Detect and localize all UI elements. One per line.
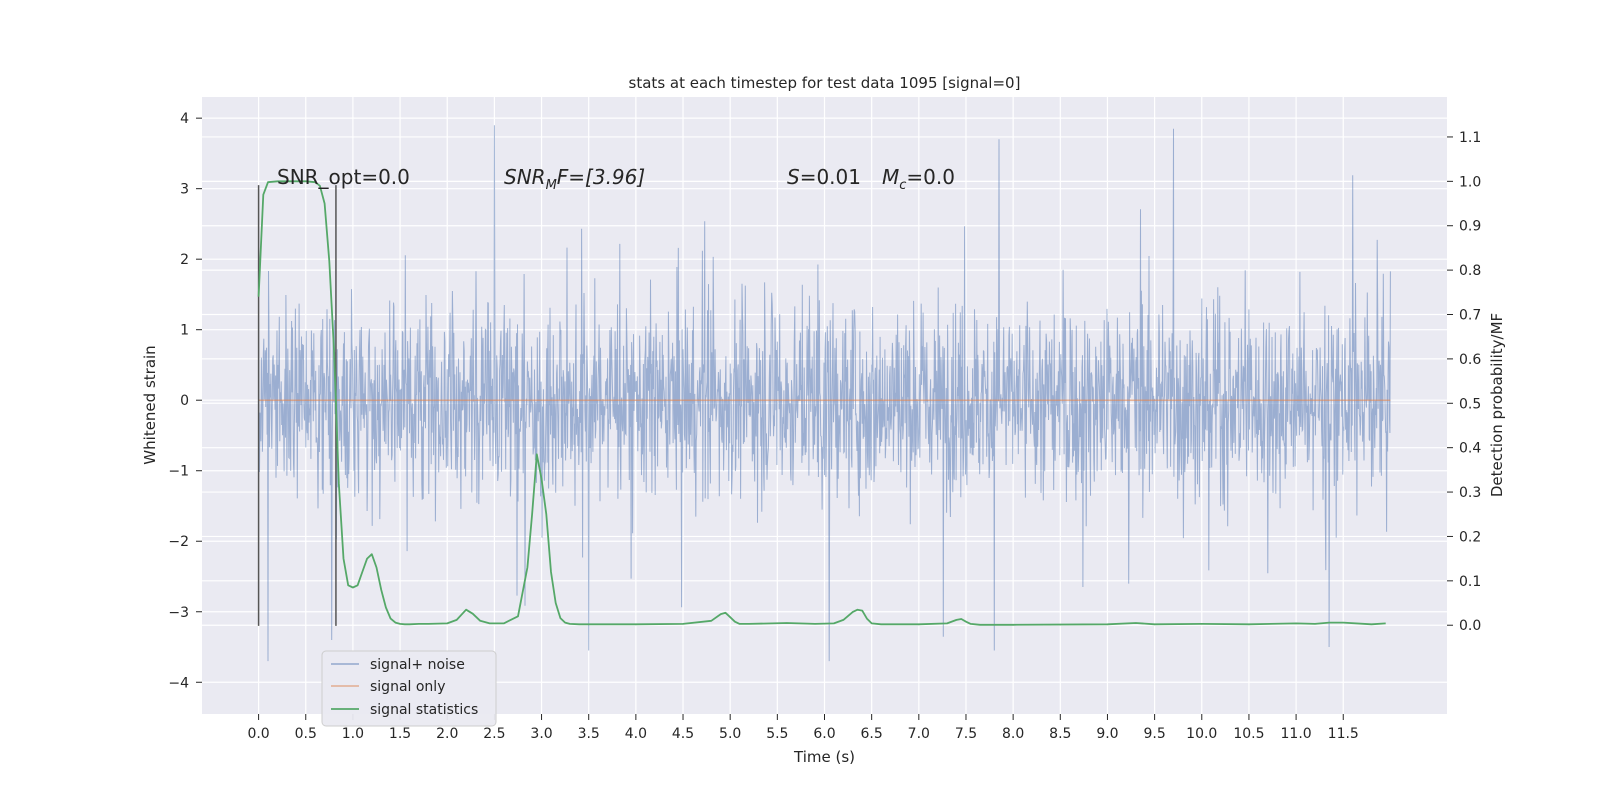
- x-tick-label: 4.5: [672, 726, 694, 742]
- x-tick-label: 4.0: [625, 726, 647, 742]
- x-tick-label: 8.5: [1049, 726, 1071, 742]
- annotation-snr-opt: SNR_opt=0.0: [277, 165, 410, 189]
- y-axis-label: Whitened strain: [141, 345, 159, 464]
- annotation-s: S=0.01: [787, 165, 861, 189]
- x-tick-label: 3.0: [530, 726, 552, 742]
- x-tick-label: 9.0: [1096, 726, 1118, 742]
- x-tick-label: 1.5: [389, 726, 411, 742]
- legend-box: [321, 650, 497, 727]
- annotation-snr-mf: SNRMF=[3.96]: [504, 165, 645, 193]
- x-tick-label: 0.5: [295, 726, 317, 742]
- y-right-tick-label: 0.3: [1459, 485, 1481, 501]
- x-tick-label: 11.5: [1328, 726, 1359, 742]
- y-tick-label: 2: [180, 252, 189, 268]
- y-right-tick-label: 0.1: [1459, 574, 1481, 590]
- y-tick-label: 0: [180, 393, 189, 409]
- annotation-snr-mf-sub: M: [546, 178, 557, 193]
- x-tick-label: 1.0: [342, 726, 364, 742]
- y-tick-label: 4: [180, 111, 189, 127]
- x-tick-label: 6.5: [861, 726, 883, 742]
- y-right-tick-label: 0.9: [1459, 219, 1481, 235]
- x-tick-label: 2.0: [436, 726, 458, 742]
- y-right-tick-label: 1.1: [1459, 130, 1481, 146]
- annotation-mc: Mc=0.0: [882, 165, 955, 193]
- x-tick-label: 6.0: [813, 726, 835, 742]
- y-right-tick-label: 0.8: [1459, 263, 1481, 279]
- x-tick-label: 3.5: [578, 726, 600, 742]
- y-tick-label: −4: [168, 675, 189, 691]
- x-tick-label: 5.0: [719, 726, 741, 742]
- annotation-mc-main: M: [882, 165, 899, 189]
- legend-label-stats: signal statistics: [370, 702, 478, 718]
- annotation-snr-mf-rest: F=[3.96]: [557, 165, 645, 189]
- signal-statistics-line: [257, 180, 1386, 626]
- annotation-s-var: S: [787, 165, 800, 189]
- x-tick-label: 10.5: [1233, 726, 1264, 742]
- y-right-tick-label: 0.4: [1459, 441, 1481, 457]
- ticks: 0.0 0.5 1.0 1.5 2.0 2.5 3.0 3.5 4.0 4.5 5.0 5.5 6.0 6…: [168, 111, 1481, 742]
- chart-title: stats at each timestep for test data 109…: [629, 74, 1021, 92]
- y-right-tick-label: 0.2: [1459, 529, 1481, 545]
- x-tick-label: 10.0: [1186, 726, 1217, 742]
- x-tick-label: 7.0: [908, 726, 930, 742]
- annotation-s-value: =0.01: [800, 165, 861, 189]
- x-tick-label: 8.0: [1002, 726, 1024, 742]
- legend: signal+ noise signal only signal statist…: [321, 650, 497, 727]
- y-tick-label: 1: [180, 323, 189, 339]
- y-tick-label: −3: [168, 605, 189, 621]
- y-right-tick-label: 0.6: [1459, 352, 1481, 368]
- x-tick-label: 9.5: [1143, 726, 1165, 742]
- annotation-snr-mf-main: SNR: [504, 165, 546, 189]
- y-right-tick-label: 0.7: [1459, 308, 1481, 324]
- x-axis-label: Time (s): [793, 748, 855, 766]
- y-tick-label: −1: [168, 464, 189, 480]
- x-tick-label: 11.0: [1281, 726, 1312, 742]
- y-right-tick-label: 0.5: [1459, 396, 1481, 412]
- y-right-tick-label: 0.0: [1459, 618, 1481, 634]
- x-tick-label: 2.5: [483, 726, 505, 742]
- signal-statistics-series: [257, 180, 1386, 626]
- x-tick-label: 7.5: [955, 726, 977, 742]
- annotation-mc-value: =0.0: [906, 165, 955, 189]
- x-tick-label: 5.5: [766, 726, 788, 742]
- y-tick-label: −2: [168, 534, 189, 550]
- y-right-tick-label: 1.0: [1459, 174, 1481, 190]
- x-tick-label: 0.0: [247, 726, 269, 742]
- signal-noise-line: [258, 125, 1391, 662]
- legend-label-signal: signal only: [370, 679, 445, 695]
- y-tick-label: 3: [180, 182, 189, 198]
- annotation-mc-sub: c: [899, 178, 906, 193]
- signal-noise-series: [258, 125, 1391, 662]
- legend-label-noise: signal+ noise: [370, 657, 465, 673]
- y-axis-right-label: Detection probability/MF: [1488, 313, 1506, 497]
